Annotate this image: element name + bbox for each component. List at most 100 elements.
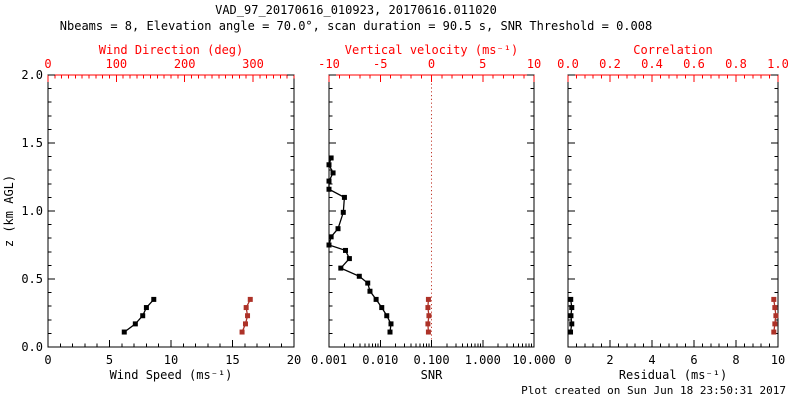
top-tick-label: 10: [527, 57, 541, 71]
top-tick-label: 0.2: [599, 57, 621, 71]
residual-marker: [568, 313, 574, 319]
bottom-tick-label: 10: [164, 353, 178, 367]
bottom-axis-title: SNR: [421, 368, 443, 382]
vertical-velocity-marker: [425, 305, 431, 311]
y-axis-title: z (km AGL): [2, 175, 16, 247]
residual-marker: [568, 296, 574, 302]
snr-profile-marker: [326, 186, 332, 192]
top-tick-label: 0: [428, 57, 435, 71]
y-tick-label: 1.5: [21, 136, 43, 150]
series-wind-speed: [121, 296, 157, 335]
snr-profile-marker: [346, 256, 352, 262]
top-tick-label: -10: [318, 57, 340, 71]
correlation-marker: [771, 296, 777, 302]
bottom-tick-label: 10: [771, 353, 785, 367]
panel-frame: [567, 74, 779, 348]
snr-profile-marker: [330, 170, 336, 176]
bottom-tick-label: 4: [648, 353, 655, 367]
y-tick-label: 2.0: [21, 68, 43, 82]
wind-speed-line: [123, 298, 155, 333]
snr-profile-marker: [326, 242, 332, 248]
top-tick-label: 5: [479, 57, 486, 71]
correlation-marker: [772, 321, 778, 327]
bottom-tick-label: 0.100: [413, 353, 449, 367]
wind-direction-marker: [247, 296, 253, 302]
top-tick-label: 0.0: [557, 57, 579, 71]
wind-direction-marker: [243, 305, 249, 311]
residual-marker: [569, 321, 575, 327]
vertical-velocity-marker: [425, 329, 431, 335]
bottom-tick-label: 8: [732, 353, 739, 367]
correlation-marker: [773, 313, 779, 319]
wind-speed-marker: [140, 313, 146, 319]
top-tick-label: 300: [242, 57, 264, 71]
plot-created-timestamp: Plot created on Sun Jun 18 23:50:31 2017: [521, 384, 786, 397]
panel-snr: 0.001 0.010 0.100 1.000 10.000 SNR -10 -5 0 5 10 Ve…: [311, 43, 556, 382]
top-tick-label: 0.6: [683, 57, 705, 71]
top-tick-label: 0.4: [641, 57, 663, 71]
snr-profile-marker: [340, 209, 346, 215]
top-tick-label: 100: [105, 57, 127, 71]
top-tick-label: 1.0: [767, 57, 789, 71]
panel-frame: [47, 74, 295, 348]
snr-profile-marker: [328, 155, 334, 161]
snr-profile-marker: [341, 194, 347, 200]
snr-profile-marker: [343, 247, 349, 253]
residual-marker: [568, 329, 574, 335]
bottom-axis-title: Residual (ms⁻¹): [619, 368, 727, 382]
wind-direction-marker: [242, 321, 248, 327]
top-axis-title: Vertical velocity (ms⁻¹): [345, 43, 518, 57]
wind-speed-marker: [151, 296, 157, 302]
snr-profile-marker: [367, 288, 373, 294]
bottom-tick-label: 6: [690, 353, 697, 367]
bottom-tick-label: 2: [606, 353, 613, 367]
wind-direction-marker: [239, 329, 245, 335]
bottom-tick-label: 5: [106, 353, 113, 367]
snr-profile-marker: [379, 305, 385, 311]
snr-profile-marker: [356, 273, 362, 279]
bottom-axis-title: Wind Speed (ms⁻¹): [110, 368, 233, 382]
top-tick-label: -5: [373, 57, 387, 71]
bottom-tick-label: 0: [564, 353, 571, 367]
series-correlation: [771, 296, 779, 335]
wind-speed-marker: [143, 305, 149, 311]
snr-profile-marker: [338, 265, 344, 271]
series-residual: [568, 296, 575, 335]
snr-profile-marker: [384, 313, 390, 319]
residual-marker: [569, 305, 575, 311]
y-tick-label: 1.0: [21, 204, 43, 218]
bottom-tick-label: 0: [44, 353, 51, 367]
snr-profile-marker: [326, 162, 332, 168]
vertical-velocity-marker: [425, 321, 431, 327]
bottom-tick-label: 15: [225, 353, 239, 367]
top-tick-label: 200: [174, 57, 196, 71]
y-tick-label: 0.5: [21, 272, 43, 286]
bottom-tick-label: 20: [287, 353, 301, 367]
wind-speed-marker: [121, 329, 127, 335]
snr-profile-marker: [326, 178, 332, 184]
snr-profile-marker: [335, 226, 341, 232]
wind-speed-marker: [132, 321, 138, 327]
series-wind-direction: [239, 296, 253, 335]
correlation-marker: [772, 305, 778, 311]
vertical-velocity-marker: [425, 296, 431, 302]
y-tick-label: 0.0: [21, 340, 43, 354]
series-snr-profile: [326, 155, 394, 335]
snr-profile-marker: [328, 234, 334, 240]
bottom-tick-label: 1.000: [465, 353, 501, 367]
top-axis-title: Wind Direction (deg): [99, 43, 244, 57]
vertical-velocity-marker: [426, 313, 432, 319]
top-axis-title: Correlation: [633, 43, 712, 57]
panel-residual: 0 2 4 6 8 10 Residual (ms⁻¹) 0.0 0.2 0.4 0.6 0.8 1.0…: [557, 43, 789, 382]
snr-profile-marker: [373, 296, 379, 302]
snr-profile-marker: [387, 329, 393, 335]
correlation-marker: [771, 329, 777, 335]
top-tick-label: 0: [44, 57, 51, 71]
wind-direction-marker: [245, 313, 251, 319]
snr-profile-marker: [365, 280, 371, 286]
plot-subtitle: Nbeams = 8, Elevation angle = 70.0°, sca…: [59, 19, 653, 33]
bottom-tick-label: 0.001: [311, 353, 347, 367]
panel-wind: 0 5 10 15 20 Wind Speed (ms⁻¹) 0 100 200 300Wind …: [2, 43, 301, 382]
